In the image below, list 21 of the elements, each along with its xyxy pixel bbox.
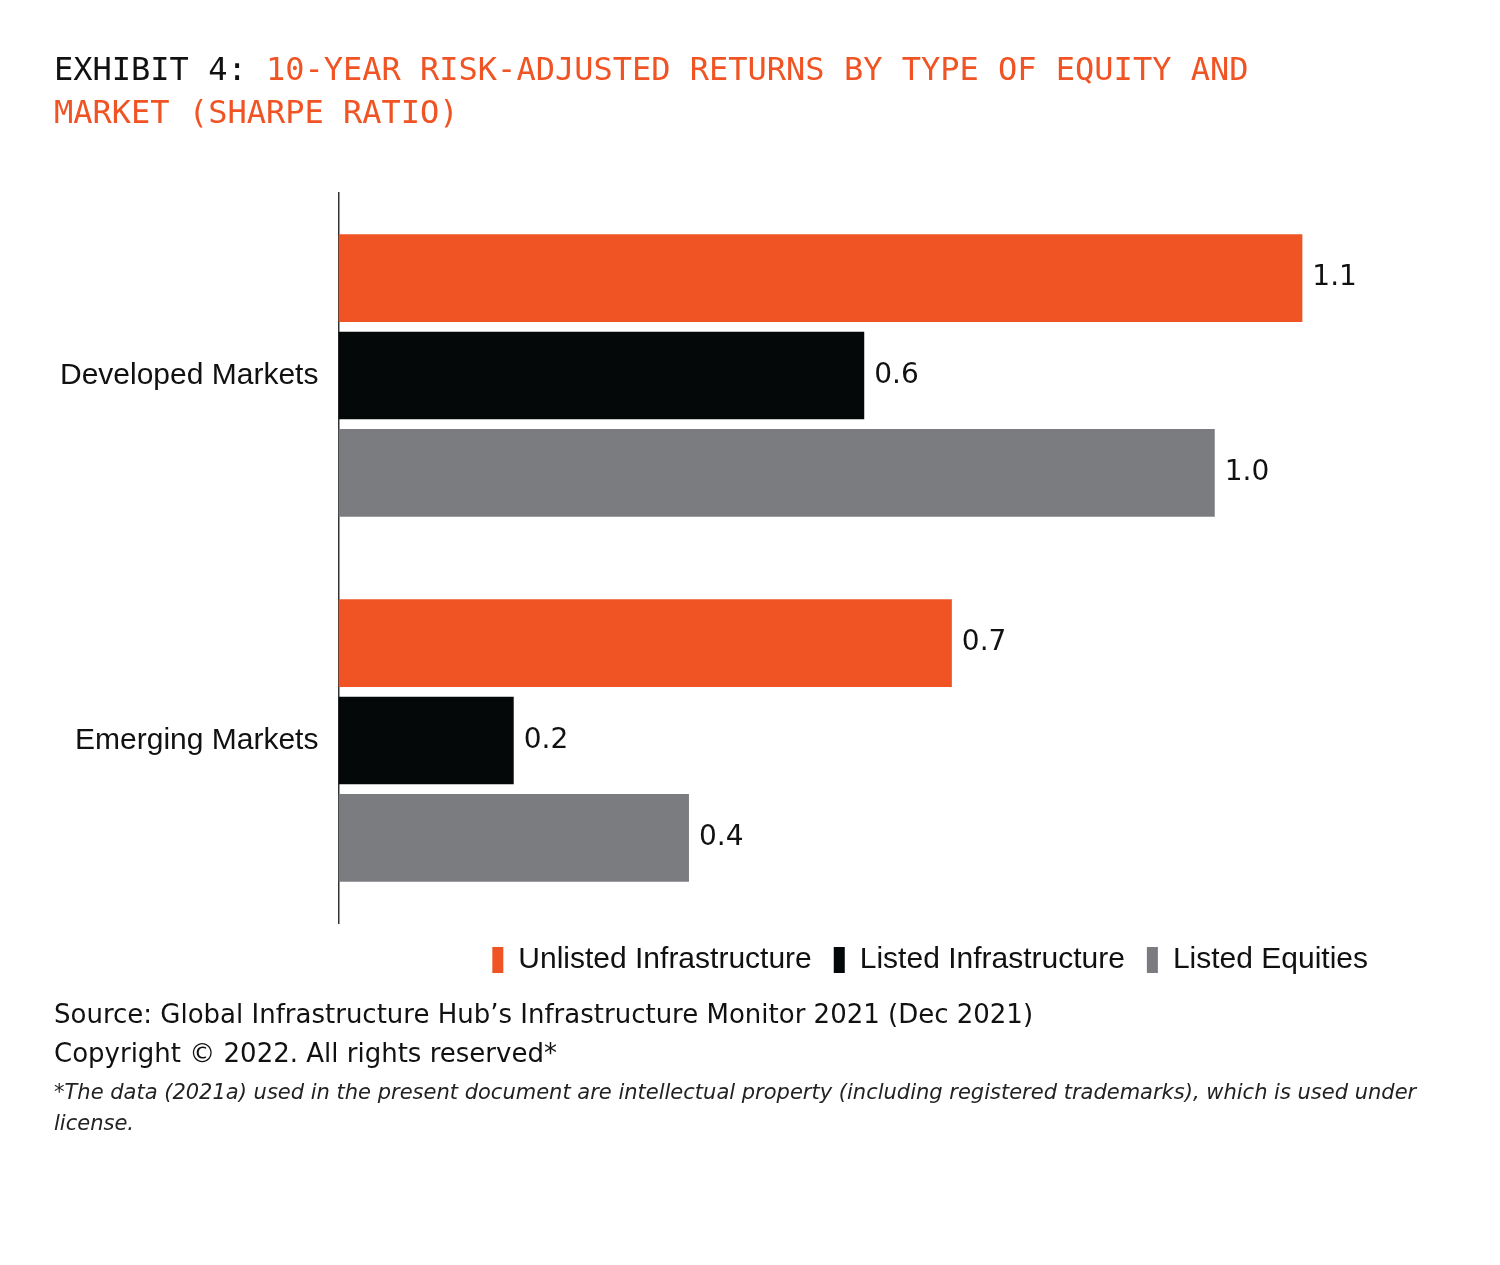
data-label: 0.6 [874, 356, 919, 390]
bar [338, 599, 952, 687]
bar [338, 696, 514, 785]
bar [338, 794, 689, 882]
chart-title: EXHIBIT 4: 10-YEAR RISK-ADJUSTED RETURNS BY TYPE OF EQUITY AND MARKET (SHARPE RATIO) [54, 49, 1250, 133]
text: *The data (2021a) used in the present document are intellectual property (including registered trademarks), which is used under license. [54, 1079, 1418, 1137]
text: Copyright © 2022. All rights reserved* [54, 1037, 558, 1070]
y-tick-label: Developed Markets [59, 356, 319, 390]
bar [338, 429, 1215, 517]
data-label: 0.4 [698, 819, 744, 853]
source-note: Source: Global Infrastructure Hub’s Infrastructure Monitor 2021 (Dec 2021) [54, 998, 1035, 1031]
data-label: 0.2 [523, 721, 569, 755]
legend-label: Unlisted Infrastructure [518, 941, 812, 975]
legend-label: Listed Equities [1172, 941, 1369, 975]
y-tick-label: Emerging Markets [75, 721, 319, 755]
bar [338, 331, 865, 420]
data-label: 0.7 [961, 624, 1007, 658]
data-label: 1.0 [1224, 454, 1270, 488]
bar [338, 234, 1303, 322]
legend-label: Listed Infrastructure [859, 941, 1125, 975]
data-label: 1.1 [1312, 259, 1357, 293]
